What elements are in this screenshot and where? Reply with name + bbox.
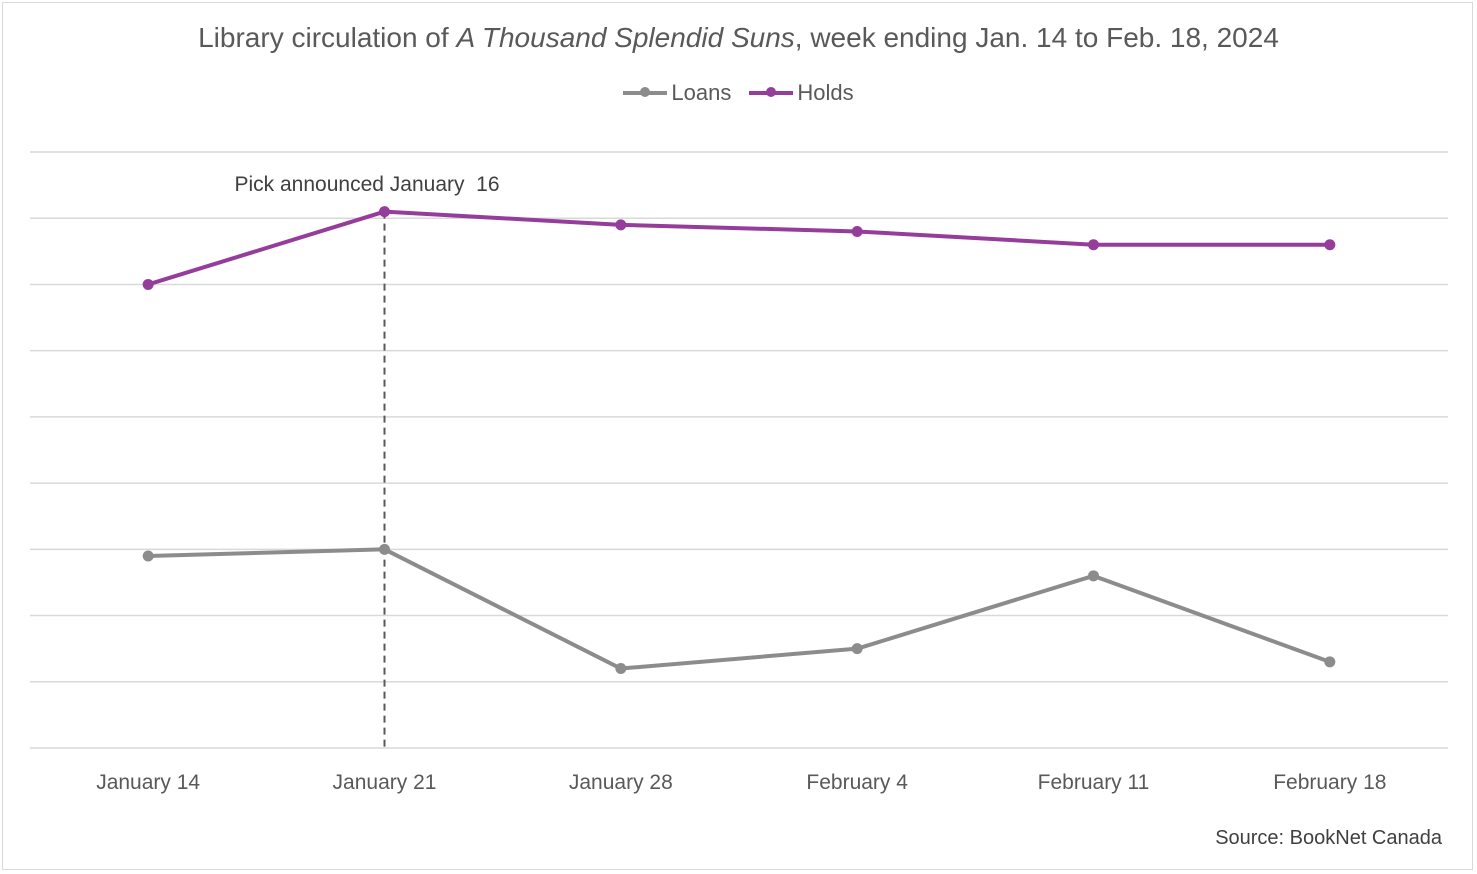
data-point-loans (379, 543, 390, 555)
legend-item-loans: Loans (623, 80, 731, 106)
data-point-loans (851, 643, 863, 655)
legend-label-holds: Holds (797, 80, 854, 105)
x-tick-label: January 21 (333, 771, 437, 794)
data-point-loans (142, 550, 154, 562)
data-point-holds (615, 219, 627, 231)
data-point-holds (851, 225, 863, 237)
x-tick-label: January 14 (96, 771, 200, 794)
x-tick-label: February 4 (806, 771, 908, 794)
legend-label-loans: Loans (671, 80, 732, 105)
x-tick-label: February 18 (1273, 771, 1386, 794)
data-point-holds (379, 206, 390, 218)
series-line-holds (147, 209, 1330, 287)
legend-item-holds: Holds (749, 80, 854, 106)
source-note: Source: BookNet Canada (1215, 827, 1442, 849)
series-line-loans (148, 547, 1331, 671)
data-point-holds (142, 278, 154, 290)
data-point-loans (615, 663, 627, 675)
data-point-loans (1088, 570, 1099, 582)
data-point-holds (1088, 239, 1099, 251)
legend-swatch-loans (623, 87, 668, 97)
data-point-holds (1324, 239, 1336, 251)
book-title: A Thousand Splendid Suns (456, 22, 795, 53)
data-point-loans (1324, 656, 1336, 668)
x-tick-label: January 28 (569, 771, 673, 794)
legend: Loans Holds (0, 80, 1477, 106)
annotation-label: Pick announced January 16 (235, 173, 500, 196)
legend-swatch-holds (749, 87, 794, 97)
x-tick-label: February 11 (1038, 771, 1150, 794)
chart-title: Library circulation of A Thousand Splend… (198, 22, 1279, 53)
